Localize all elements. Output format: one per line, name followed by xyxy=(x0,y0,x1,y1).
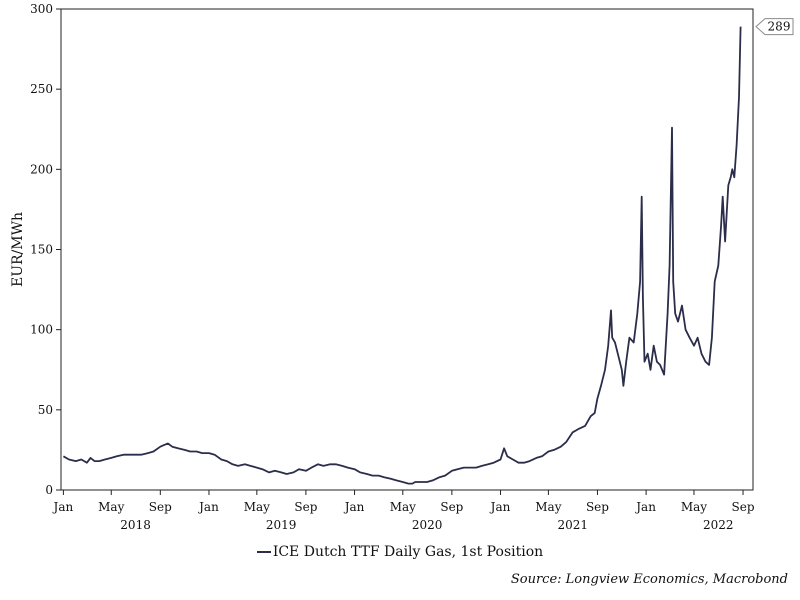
x-year-label: 2018 xyxy=(120,518,151,532)
x-tick-label: Sep xyxy=(294,500,317,514)
x-tick-label: Jan xyxy=(489,500,511,514)
x-tick-label: Jan xyxy=(634,500,656,514)
series-line xyxy=(62,26,742,485)
chart: 0 50 100 150 200 250 300 EUR/MWh Jan May Sep Jan May… xyxy=(10,2,794,532)
y-tick-label: 100 xyxy=(30,323,53,337)
plot-frame xyxy=(60,8,754,491)
legend-label: ICE Dutch TTF Daily Gas, 1st Position xyxy=(272,544,544,560)
x-tick-label: Jan xyxy=(52,500,74,514)
x-year-label: 2022 xyxy=(703,518,734,532)
y-tick-label: 50 xyxy=(38,403,53,417)
y-tick-label: 200 xyxy=(30,162,53,176)
x-year-label: 2021 xyxy=(557,518,588,532)
source-note: Source: Longview Economics, Macrobond xyxy=(510,572,788,587)
y-tick-label: 150 xyxy=(30,243,53,257)
y-axis-label: EUR/MWh xyxy=(10,212,26,287)
x-tick-label: May xyxy=(390,500,416,514)
x-tick-label: Sep xyxy=(586,500,609,514)
x-year-label: 2019 xyxy=(266,518,297,532)
y-tick-label: 300 xyxy=(30,2,53,16)
x-tick-label: May xyxy=(98,500,124,514)
last-value-label: 289 xyxy=(768,20,791,34)
x-tick-label: Sep xyxy=(149,500,172,514)
x-year-label: 2020 xyxy=(412,518,443,532)
x-tick-label: Jan xyxy=(343,500,365,514)
y-tick-label: 0 xyxy=(45,483,53,497)
x-tick-label: May xyxy=(535,500,561,514)
legend: ICE Dutch TTF Daily Gas, 1st Position xyxy=(0,544,800,560)
x-tick-label: May xyxy=(681,500,707,514)
legend-swatch xyxy=(256,551,271,553)
last-value-badge xyxy=(755,18,794,36)
x-tick-label: Sep xyxy=(732,500,755,514)
x-tick-label: Jan xyxy=(197,500,219,514)
x-tick-label: May xyxy=(244,500,270,514)
y-tick-label: 250 xyxy=(30,82,53,96)
x-tick-label: Sep xyxy=(440,500,463,514)
